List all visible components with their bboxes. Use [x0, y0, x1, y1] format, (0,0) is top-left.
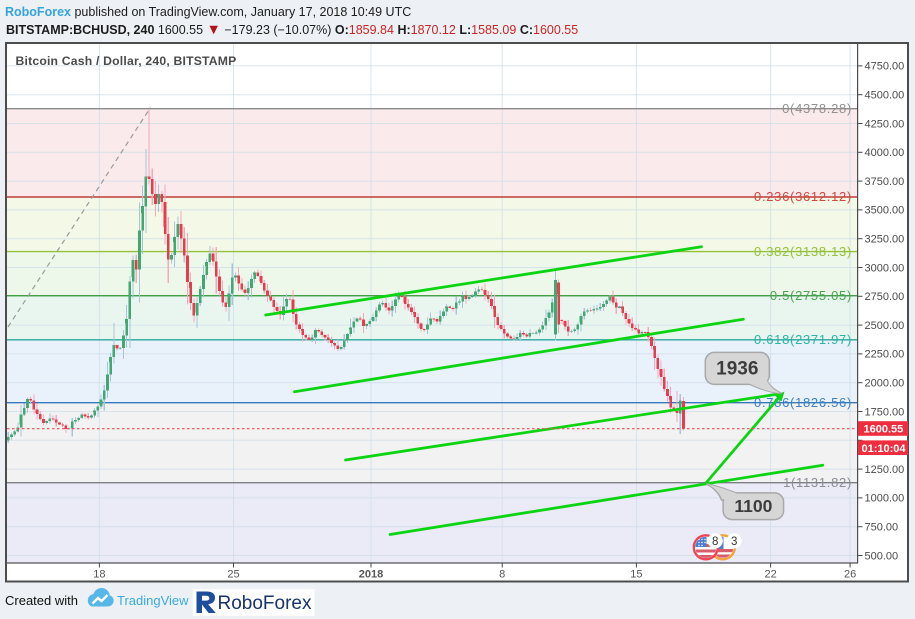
svg-text:8: 8 [712, 536, 718, 548]
svg-text:RoboForex published on Trading: RoboForex published on TradingView.com, … [5, 5, 411, 19]
svg-text:1600.55: 1600.55 [864, 424, 904, 436]
svg-text:8: 8 [499, 569, 505, 581]
svg-text:2018: 2018 [359, 569, 383, 581]
svg-text:0.618(2371.97): 0.618(2371.97) [754, 332, 852, 347]
svg-text:2750.00: 2750.00 [865, 291, 905, 303]
svg-text:0.5(2755.05): 0.5(2755.05) [770, 288, 852, 303]
svg-text:Created with: Created with [5, 593, 78, 608]
svg-text:3: 3 [731, 536, 737, 548]
svg-text:0.236(3612.12): 0.236(3612.12) [754, 189, 852, 204]
svg-text:1100: 1100 [734, 496, 772, 516]
svg-text:25: 25 [227, 569, 239, 581]
svg-text:750.00: 750.00 [865, 522, 899, 534]
svg-text:BITSTAMP:BCHUSD, 240 1600.55 ▼: BITSTAMP:BCHUSD, 240 1600.55 ▼ −179.23 (… [6, 22, 578, 38]
svg-text:22: 22 [764, 569, 776, 581]
svg-text:3500.00: 3500.00 [865, 205, 905, 217]
svg-text:4750.00: 4750.00 [865, 61, 905, 73]
svg-text:1000.00: 1000.00 [865, 493, 905, 505]
svg-text:2500.00: 2500.00 [865, 320, 905, 332]
svg-text:4000.00: 4000.00 [865, 147, 905, 159]
svg-text:15: 15 [630, 569, 642, 581]
svg-text:Bitcoin Cash / Dollar, 240, BI: Bitcoin Cash / Dollar, 240, BITSTAMP [16, 54, 237, 68]
svg-text:3750.00: 3750.00 [865, 176, 905, 188]
svg-text:RoboForex: RoboForex [218, 593, 312, 614]
svg-text:1(1131.82): 1(1131.82) [783, 475, 852, 490]
svg-text:3000.00: 3000.00 [865, 262, 905, 274]
svg-text:2000.00: 2000.00 [865, 378, 905, 390]
svg-text:1936: 1936 [716, 359, 758, 380]
svg-text:2250.00: 2250.00 [865, 349, 905, 361]
svg-text:1750.00: 1750.00 [865, 406, 905, 418]
svg-text:01:10:04: 01:10:04 [862, 443, 907, 455]
svg-text:0.382(3138.13): 0.382(3138.13) [754, 244, 852, 259]
svg-text:18: 18 [93, 569, 105, 581]
svg-text:500.00: 500.00 [865, 550, 899, 562]
svg-text:3250.00: 3250.00 [865, 234, 905, 246]
svg-text:0(4378.28): 0(4378.28) [782, 101, 852, 116]
svg-text:4500.00: 4500.00 [865, 90, 905, 102]
svg-text:TradingView: TradingView [117, 593, 189, 608]
svg-text:1250.00: 1250.00 [865, 464, 905, 476]
svg-text:4250.00: 4250.00 [865, 118, 905, 130]
svg-text:26: 26 [844, 569, 856, 581]
